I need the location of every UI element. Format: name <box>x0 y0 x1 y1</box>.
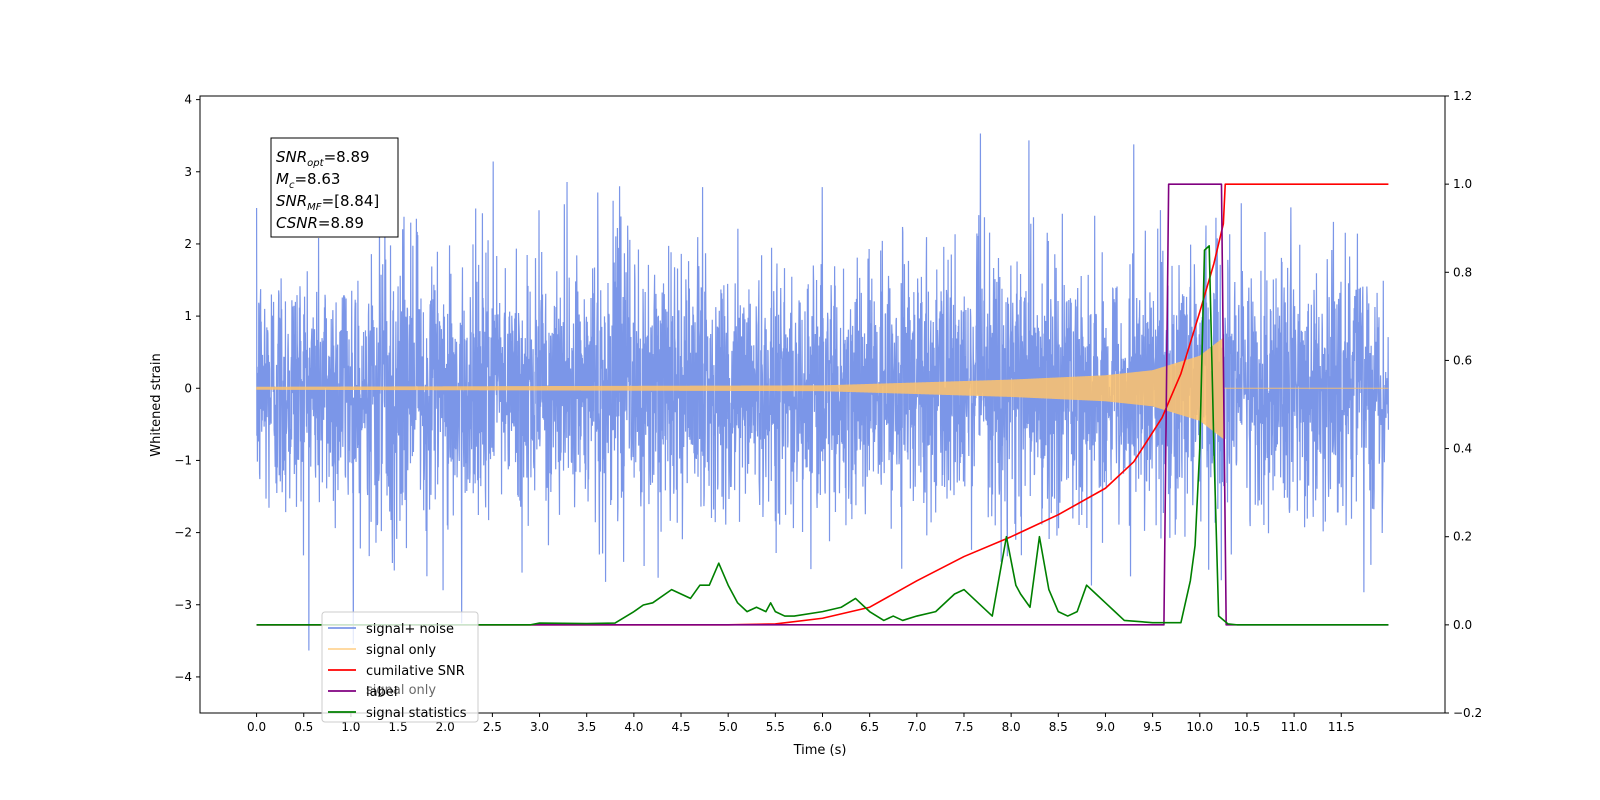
legend-entry: signal statistics <box>366 706 467 721</box>
legend: signal only signal+ noise signal only cumil… <box>321 611 479 723</box>
y2-tick-label: 1.2 <box>1453 89 1472 103</box>
x-tick-label: 3.0 <box>530 720 549 734</box>
legend-entry: label <box>366 685 397 700</box>
y2-axis-ticks: 1.2 1.0 0.8 0.6 0.4 0.2 0.0 −0.2 <box>1445 89 1482 720</box>
x-tick-label: 8.5 <box>1049 720 1068 734</box>
x-tick-label: 5.5 <box>766 720 785 734</box>
x-tick-label: 11.0 <box>1281 720 1308 734</box>
annotation-line: SNRopt=8.89 <box>276 148 370 169</box>
x-tick-label: 2.5 <box>483 720 502 734</box>
x-tick-label: 6.5 <box>860 720 879 734</box>
y-axis-ticks: 4 3 2 1 0 −1 −2 −3 −4 <box>174 93 200 684</box>
y2-tick-label: 1.0 <box>1453 177 1472 191</box>
annotation-subscript: opt <box>307 158 324 169</box>
x-tick-label: 0.0 <box>247 720 266 734</box>
legend-items: signal only signal+ noise signal only cumil… <box>328 622 467 721</box>
x-tick-label: 3.5 <box>577 720 596 734</box>
x-tick-label: 1.5 <box>389 720 408 734</box>
y2-tick-label: −0.2 <box>1453 706 1482 720</box>
legend-entry: signal only <box>366 643 436 658</box>
x-tick-label: 8.0 <box>1002 720 1021 734</box>
annotation-value: =[8.84] <box>322 192 380 210</box>
legend-entry: cumilative SNR <box>366 664 465 679</box>
annotation-value: =8.63 <box>294 170 340 188</box>
y-tick-label: −4 <box>174 670 192 684</box>
y-tick-label: 1 <box>184 309 192 323</box>
annotation-subscript: c <box>289 180 295 191</box>
x-tick-label: 11.5 <box>1328 720 1355 734</box>
x-tick-label: 5.0 <box>719 720 738 734</box>
x-tick-label: 7.5 <box>954 720 973 734</box>
annotation-line: Mc=8.63 <box>276 170 340 191</box>
series-signal-statistics <box>256 245 1389 626</box>
y-tick-label: −2 <box>174 526 192 540</box>
y-tick-label: −3 <box>174 598 192 612</box>
annotation-line: CSNR=8.89 <box>276 214 364 232</box>
x-tick-label: 10.0 <box>1186 720 1213 734</box>
annotation-symbol: M <box>276 170 289 188</box>
y-tick-label: −1 <box>174 453 192 467</box>
legend-ghost-text: signal only <box>366 683 436 698</box>
x-tick-label: 0.5 <box>294 720 313 734</box>
x-tick-label: 1.0 <box>341 720 360 734</box>
y-tick-label: 0 <box>184 381 192 395</box>
annotation-symbol: CSNR <box>276 214 318 232</box>
x-axis-label: Time (s) <box>793 743 847 758</box>
x-tick-label: 6.0 <box>813 720 832 734</box>
plot-area <box>199 95 1446 714</box>
x-tick-label: 2.0 <box>436 720 455 734</box>
y2-tick-label: 0.8 <box>1453 265 1472 279</box>
annotation-line: SNRMF=[8.84] <box>276 192 379 213</box>
x-axis-ticks: 0.0 0.5 1.0 1.5 2.0 2.5 3.0 3.5 4.0 4.5 5.0 5.5 6.0 6… <box>247 713 1355 734</box>
y2-tick-label: 0.2 <box>1453 530 1472 544</box>
y-tick-label: 4 <box>184 93 192 107</box>
series-cumulative-snr <box>256 183 1389 626</box>
x-tick-label: 9.5 <box>1143 720 1162 734</box>
y-axis-label: Whitened strain <box>149 353 164 456</box>
y-tick-label: 3 <box>184 165 192 179</box>
annotation-symbol: SNR <box>276 148 307 166</box>
x-tick-label: 10.5 <box>1234 720 1261 734</box>
series-signal-only <box>256 337 1389 439</box>
y2-tick-label: 0.4 <box>1453 442 1472 456</box>
legend-entry: signal+ noise <box>366 622 454 637</box>
y2-tick-label: 0.0 <box>1453 618 1472 632</box>
annotation-subscript: MF <box>307 202 322 213</box>
annotation-value: =8.89 <box>318 214 364 232</box>
y-tick-label: 2 <box>184 237 192 251</box>
annotation-frame <box>270 137 399 238</box>
x-tick-label: 7.0 <box>907 720 926 734</box>
x-tick-label: 4.5 <box>671 720 690 734</box>
series-layer <box>255 133 1390 651</box>
x-tick-label: 9.0 <box>1096 720 1115 734</box>
legend-frame <box>321 611 479 723</box>
series-signal-noise <box>255 133 1390 651</box>
annotation-value: =8.89 <box>324 148 370 166</box>
x-tick-label: 4.0 <box>624 720 643 734</box>
annotation-symbol: SNR <box>276 192 307 210</box>
y2-tick-label: 0.6 <box>1453 353 1472 367</box>
